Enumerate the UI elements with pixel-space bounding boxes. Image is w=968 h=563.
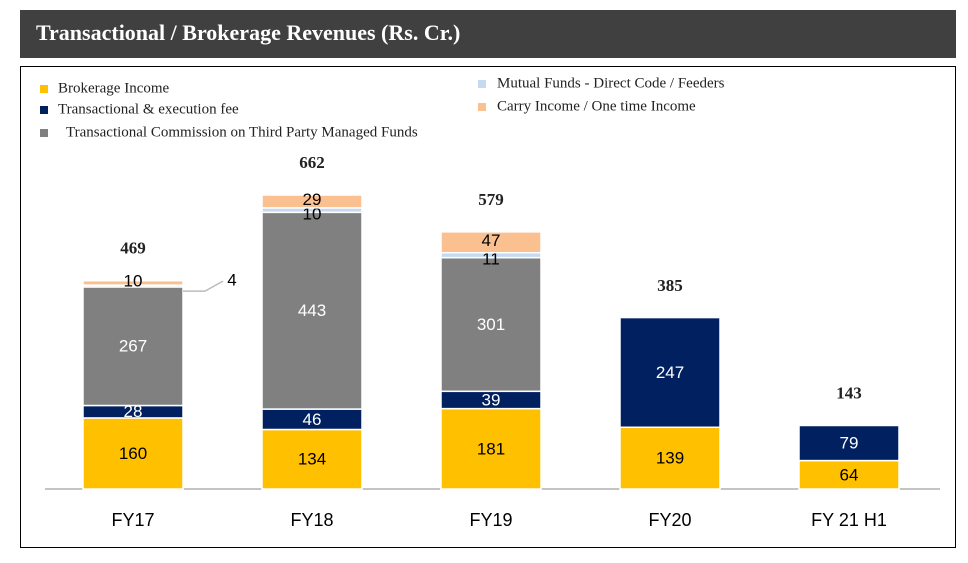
bar-segment: [261, 211, 363, 410]
legend-label: Mutual Funds - Direct Code / Feeders: [497, 75, 725, 91]
bar-segment: [440, 407, 542, 490]
legend-label: Transactional Commission on Third Party …: [66, 124, 418, 140]
data-label: 247: [656, 363, 684, 382]
bar-segment: [798, 424, 900, 462]
chart-title: Transactional / Brokerage Revenues (Rs. …: [36, 20, 460, 45]
bar-segment: [619, 426, 721, 490]
total-label: 579: [478, 190, 504, 209]
bar-segment: [82, 279, 184, 286]
x-tick-label: FY20: [648, 510, 691, 530]
data-label: 28: [124, 402, 143, 421]
bar-segment: [261, 428, 363, 490]
legend-swatch: [40, 106, 48, 114]
legend-swatch: [478, 80, 486, 88]
data-label: 134: [298, 450, 326, 469]
data-label: 267: [119, 337, 147, 356]
legend-label: Transactional & execution fee: [58, 101, 239, 117]
data-label: 29: [303, 190, 322, 209]
x-tick-label: FY 21 H1: [811, 510, 887, 530]
legend-label: Carry Income / One time Income: [497, 98, 696, 114]
total-label: 143: [836, 383, 862, 402]
data-label: 139: [656, 449, 684, 468]
legend-swatch: [40, 129, 48, 137]
data-label: 443: [298, 301, 326, 320]
leader-line: [183, 280, 224, 292]
header-band: [20, 10, 956, 58]
bar-segment: [440, 256, 542, 393]
x-tick-label: FY19: [469, 510, 512, 530]
data-label: 47: [482, 231, 501, 250]
legend-label: Brokerage Income: [58, 80, 170, 96]
chart-frame: [20, 66, 956, 548]
data-label: 10: [303, 205, 322, 224]
data-label: 64: [840, 465, 859, 484]
x-tick-label: FY18: [290, 510, 333, 530]
data-label: 11: [482, 250, 500, 269]
bar-segment: [440, 231, 542, 254]
data-label: 160: [119, 444, 147, 463]
bar-segment: [261, 194, 363, 209]
data-label: 79: [840, 434, 859, 453]
bar-segment: [619, 316, 721, 429]
legend-swatch: [40, 85, 48, 93]
bar-segment: [798, 459, 900, 490]
data-label: 4: [227, 271, 236, 290]
x-tick-label: FY17: [111, 510, 154, 530]
data-label: 10: [124, 271, 143, 290]
data-label: 301: [477, 315, 505, 334]
data-label: 46: [303, 410, 322, 429]
bar-segment: [82, 417, 184, 490]
bar-segment: [82, 286, 184, 407]
data-label: 181: [477, 439, 505, 458]
data-label: 39: [482, 390, 501, 409]
total-label: 662: [299, 153, 325, 172]
total-label: 385: [657, 276, 683, 295]
total-label: 469: [120, 239, 146, 258]
legend-swatch: [478, 103, 486, 111]
